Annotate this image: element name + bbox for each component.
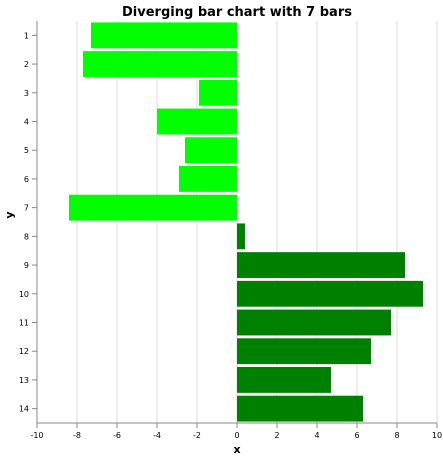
y-tick-label: 12: [19, 347, 29, 356]
bar-7: [69, 194, 237, 221]
x-tick-label: -8: [73, 431, 81, 440]
y-tick-label: 13: [19, 376, 29, 385]
x-tick-label: 0: [234, 431, 239, 440]
y-tick-label: 7: [24, 204, 29, 213]
x-tick-label: 2: [274, 431, 279, 440]
y-tick-label: 8: [24, 232, 29, 241]
bar-5: [185, 137, 237, 164]
bar-9: [237, 252, 405, 278]
x-tick-label: 8: [394, 431, 399, 440]
y-axis-label: y: [3, 211, 16, 218]
x-axis-label: x: [233, 443, 240, 456]
bar-4: [157, 108, 237, 135]
y-tick-label: 4: [24, 118, 29, 127]
bar-3: [199, 79, 237, 106]
x-tick-label: -2: [193, 431, 201, 440]
y-tick-label: 11: [19, 319, 29, 328]
x-tick-label: 4: [314, 431, 319, 440]
bar-8: [237, 223, 245, 250]
bar-1: [91, 22, 237, 49]
x-tick-label: -6: [113, 431, 121, 440]
y-tick-label: 5: [24, 146, 29, 155]
y-tick-label: 14: [19, 405, 29, 414]
y-tick-label: 2: [24, 60, 29, 69]
bar-11: [237, 309, 391, 336]
bar-2: [83, 51, 237, 77]
y-tick-label: 9: [24, 261, 29, 270]
x-tick-label: 10: [432, 431, 442, 440]
y-tick-label: 1: [24, 31, 29, 40]
bar-13: [237, 367, 331, 393]
x-tick-label: -10: [30, 431, 43, 440]
bar-12: [237, 338, 371, 365]
chart-title: Diverging bar chart with 7 bars: [122, 5, 352, 20]
y-tick-label: 3: [24, 89, 29, 98]
bar-10: [237, 280, 423, 307]
y-tick-label: 10: [19, 290, 29, 299]
x-tick-label: -4: [153, 431, 161, 440]
bar-layer: [69, 22, 423, 422]
y-tick-label: 6: [24, 175, 29, 184]
bar-6: [179, 166, 237, 192]
bar-14: [237, 395, 363, 422]
x-tick-label: 6: [354, 431, 359, 440]
